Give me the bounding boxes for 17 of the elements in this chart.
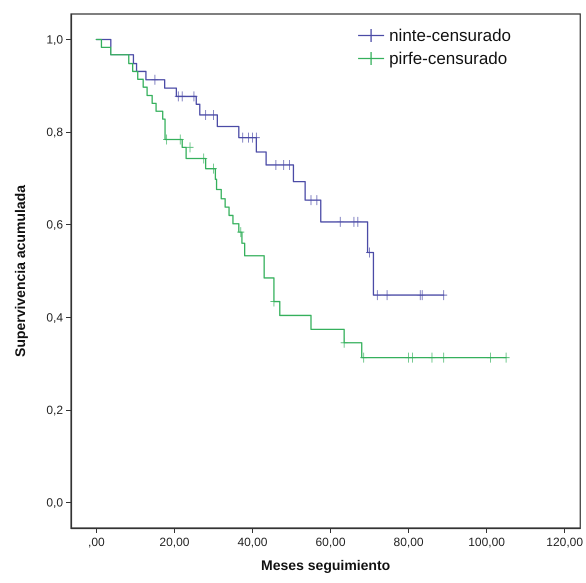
y-tick-label: 0,2 (46, 402, 64, 417)
x-tick-label: 40,00 (237, 535, 268, 549)
x-tick-label: 100,00 (468, 535, 506, 549)
x-tick-label: 120,00 (546, 535, 584, 549)
y-tick-label: 0,6 (46, 218, 64, 232)
legend-label: ninte-censurado (389, 26, 512, 45)
x-tick-label: 60,00 (315, 535, 346, 549)
y-tick-label: 0,4 (46, 310, 64, 324)
x-axis-title: Meses seguimiento (261, 557, 390, 573)
x-tick-label: 20,00 (159, 535, 190, 549)
y-axis-title: Supervivencia acumulada (12, 184, 28, 357)
y-tick-label: 0,0 (46, 496, 64, 510)
x-tick-label: 80,00 (394, 535, 424, 549)
x-tick-label: ,00 (88, 535, 106, 549)
y-tick-label: 0,8 (46, 125, 64, 140)
y-tick-label: 1,0 (46, 32, 64, 46)
legend-label: pirfe-censurado (389, 49, 508, 68)
